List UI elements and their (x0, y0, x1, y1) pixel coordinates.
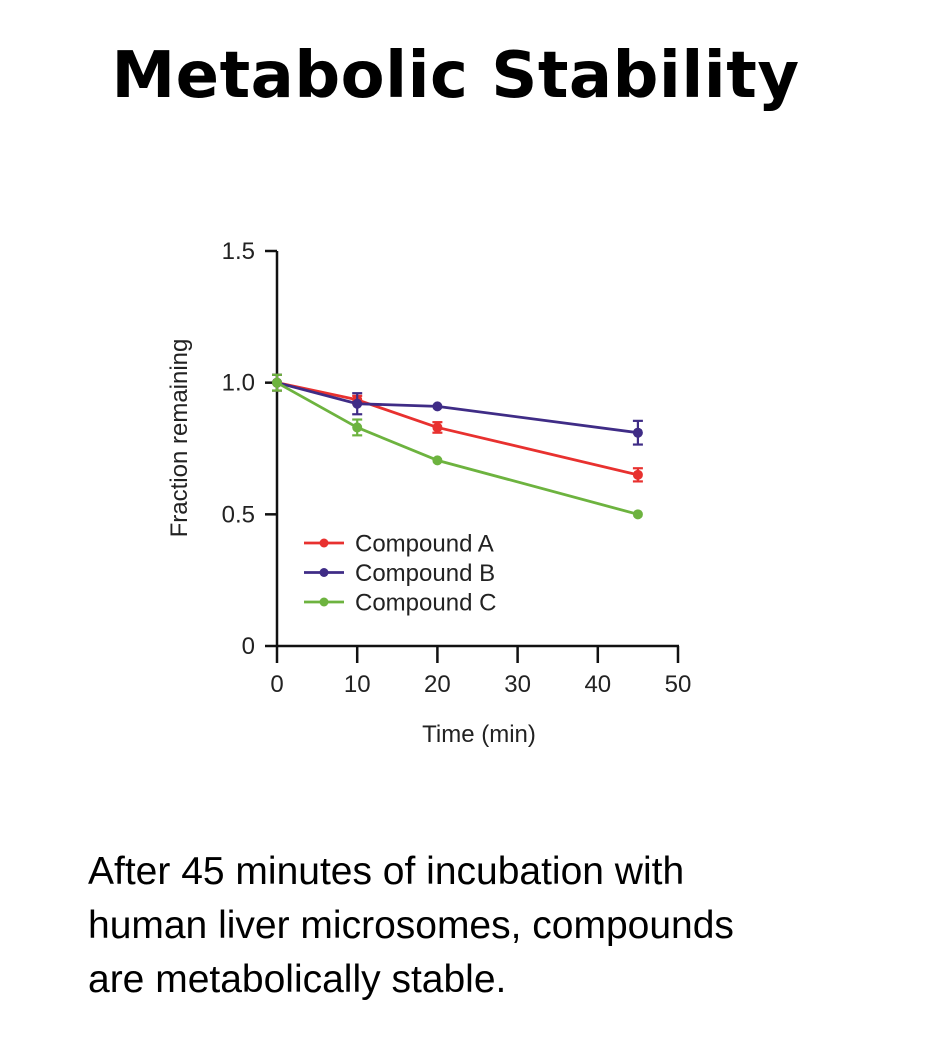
series-line (276, 381, 639, 435)
legend-item: Compound C (304, 590, 496, 617)
series-line (276, 381, 639, 477)
series-compound-c (272, 373, 643, 520)
data-point (432, 401, 443, 412)
chart-series (272, 373, 643, 520)
legend-label: Compound C (355, 590, 496, 617)
legend-label: Compound A (355, 531, 494, 558)
y-tick-label: 1.5 (222, 238, 255, 265)
y-tick-label: 1.0 (222, 370, 255, 397)
page-title: Metabolic Stability (111, 39, 800, 113)
x-tick-label: 30 (504, 671, 531, 698)
legend-swatch-marker (319, 538, 329, 548)
x-tick-label: 0 (270, 671, 283, 698)
legend-swatch-marker (319, 597, 329, 607)
caption-line: human liver microsomes, compounds (88, 904, 734, 947)
data-point (272, 377, 282, 388)
y-tick-label: 0 (242, 633, 255, 660)
x-tick-label: 20 (424, 671, 451, 698)
legend-swatch-marker (319, 568, 329, 577)
x-tick-label: 40 (584, 671, 611, 698)
legend-item: Compound B (304, 560, 495, 587)
data-point (352, 422, 363, 433)
legend-item: Compound A (304, 531, 494, 558)
caption-line: are metabolically stable. (88, 958, 507, 1001)
caption: After 45 minutes of incubation with huma… (88, 845, 888, 1007)
data-point (432, 455, 443, 466)
legend-label: Compound B (355, 560, 495, 587)
chart-axes: 0 10 20 30 40 50 0 0.5 1.0 1.5 (222, 238, 692, 698)
data-point (632, 509, 643, 520)
x-tick-label: 10 (344, 671, 371, 698)
series-line (276, 381, 639, 516)
y-tick-label: 0.5 (222, 501, 255, 528)
data-point (632, 469, 643, 480)
data-point (352, 398, 363, 409)
data-point (632, 427, 643, 438)
caption-line: After 45 minutes of incubation with (88, 850, 685, 893)
x-tick-label: 50 (665, 671, 692, 698)
data-point (432, 422, 443, 433)
y-axis-label: Fraction remaining (166, 339, 193, 538)
x-axis-label: Time (min) (422, 721, 536, 748)
